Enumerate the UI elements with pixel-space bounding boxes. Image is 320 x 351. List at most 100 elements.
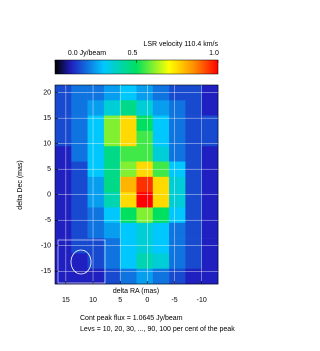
cell	[152, 222, 170, 239]
cell	[103, 207, 121, 224]
x-axis-label: delta RA (mas)	[113, 288, 159, 295]
cell	[185, 146, 202, 162]
cell	[71, 192, 88, 208]
cell	[120, 207, 137, 224]
note: Cont peak flux = 1.0645 Jy/beam	[80, 315, 183, 322]
colorbar-tick-label: 0.5	[128, 50, 138, 57]
cell	[185, 100, 202, 116]
cell	[71, 268, 88, 285]
cell	[136, 192, 154, 208]
cell	[136, 176, 154, 193]
cell	[103, 130, 121, 147]
cell	[152, 130, 170, 147]
cell	[87, 115, 105, 132]
y-tick-label: 15	[43, 115, 51, 122]
cell	[169, 146, 186, 162]
cell	[136, 130, 154, 147]
cell	[87, 192, 105, 208]
cell	[71, 176, 88, 193]
y-tick-label: -15	[41, 268, 51, 275]
cell	[169, 176, 186, 193]
beam-box	[57, 239, 106, 284]
cell	[71, 253, 88, 269]
cell	[152, 115, 170, 132]
cell	[201, 176, 219, 193]
cell	[201, 100, 219, 116]
cell	[185, 268, 202, 285]
cell	[136, 222, 154, 239]
y-tick-label: -10	[41, 243, 51, 250]
cell	[55, 192, 72, 208]
cell	[103, 115, 121, 132]
cell	[152, 192, 170, 208]
y-tick-label: -5	[45, 217, 51, 224]
cell	[169, 268, 186, 285]
y-tick-label: 20	[43, 89, 51, 96]
cell	[71, 207, 88, 224]
cell	[136, 207, 154, 224]
cell	[103, 146, 121, 162]
cell	[120, 253, 137, 269]
cell	[152, 100, 170, 116]
cell	[185, 115, 202, 132]
cell	[201, 115, 219, 132]
cell	[169, 222, 186, 239]
cell	[103, 176, 121, 193]
cell	[120, 100, 137, 116]
cell	[87, 222, 105, 239]
cell	[87, 268, 105, 285]
cell	[87, 176, 105, 193]
x-tick-label: 15	[62, 297, 70, 304]
cell	[136, 146, 154, 162]
cell	[136, 115, 154, 132]
x-tick-label: 5	[118, 297, 122, 304]
cell	[136, 268, 154, 285]
cell	[185, 176, 202, 193]
colorbar-tick-label: 0.0 Jy/beam	[68, 50, 106, 57]
cell	[201, 130, 219, 147]
colorbar-tick-label: 1.0	[209, 50, 219, 57]
cell	[87, 130, 105, 147]
cell	[103, 100, 121, 116]
cell	[71, 115, 88, 132]
cell	[103, 192, 121, 208]
cell	[55, 222, 72, 239]
cell	[120, 176, 137, 193]
y-tick-label: 0	[47, 192, 51, 199]
plot-frame	[54, 84, 219, 285]
cell	[55, 146, 72, 162]
x-tick-label: 10	[89, 297, 97, 304]
cell	[169, 130, 186, 147]
cell	[103, 268, 121, 285]
cell	[185, 222, 202, 239]
cell	[120, 146, 137, 162]
beam	[70, 249, 92, 275]
cell	[201, 146, 219, 162]
cell	[152, 146, 170, 162]
cell	[55, 253, 72, 269]
cell	[185, 192, 202, 208]
cell	[120, 192, 137, 208]
note: Levs = 10, 20, 30, ..., 90, 100 per cent…	[80, 326, 235, 333]
cell	[201, 268, 219, 285]
cell	[152, 207, 170, 224]
cell	[136, 100, 154, 116]
x-tick-label: -5	[171, 297, 177, 304]
x-tick-label: 0	[145, 297, 149, 304]
cell	[71, 100, 88, 116]
cell	[120, 222, 137, 239]
cell	[185, 130, 202, 147]
cell	[120, 130, 137, 147]
cell	[120, 268, 137, 285]
chart: LSR velocity 110.4 km/s delta RA (mas) d…	[17, 41, 235, 333]
cell	[169, 115, 186, 132]
cell	[103, 222, 121, 239]
cell	[103, 253, 121, 269]
cell	[55, 115, 72, 132]
cell	[55, 100, 72, 116]
cell	[55, 207, 72, 224]
cell	[185, 207, 202, 224]
cell	[152, 253, 170, 269]
cell	[185, 253, 202, 269]
cell	[55, 130, 72, 147]
